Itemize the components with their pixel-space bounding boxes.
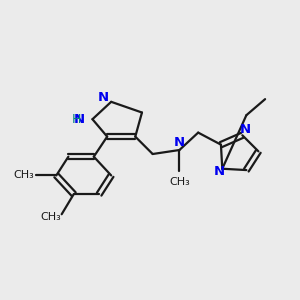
Text: CH₃: CH₃ xyxy=(40,212,61,222)
Text: CH₃: CH₃ xyxy=(169,177,190,187)
Text: H: H xyxy=(72,113,81,126)
Text: N: N xyxy=(174,136,185,149)
Text: N: N xyxy=(73,113,84,126)
Text: N: N xyxy=(239,123,250,136)
Text: CH₃: CH₃ xyxy=(14,170,34,180)
Text: N: N xyxy=(98,91,109,104)
Text: N: N xyxy=(214,165,225,178)
